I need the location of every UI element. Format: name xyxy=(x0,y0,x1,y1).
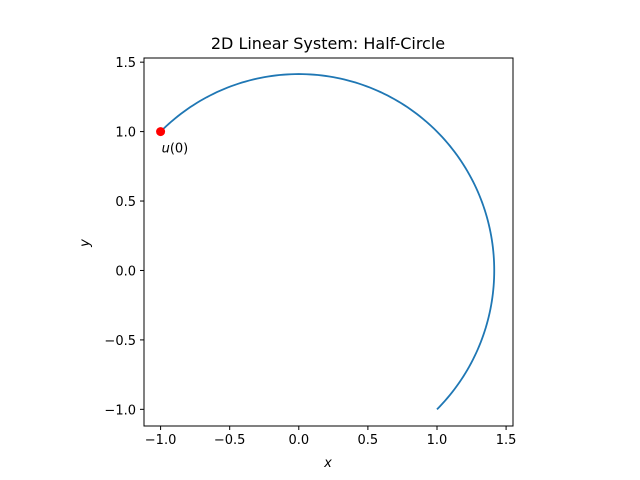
y-tick-label: 0.0 xyxy=(115,264,136,279)
y-axis-label: y xyxy=(78,239,93,248)
y-tick-label: −1.0 xyxy=(104,403,136,418)
plot-area xyxy=(156,73,496,410)
x-tick-label: −0.5 xyxy=(214,433,246,448)
x-tick-label: 1.0 xyxy=(427,433,448,448)
x-axis-ticks: −1.0 −0.5 0.0 0.5 1.0 1.5 xyxy=(145,426,517,448)
chart-title: 2D Linear System: Half-Circle xyxy=(211,34,445,53)
y-tick-label: 1.5 xyxy=(115,56,136,71)
x-tick-label: 0.0 xyxy=(288,433,309,448)
x-tick-label: −1.0 xyxy=(145,433,177,448)
x-tick-label: 1.5 xyxy=(496,433,517,448)
y-tick-label: 1.0 xyxy=(115,126,136,141)
initial-point-marker xyxy=(156,127,166,137)
y-axis-ticks: −1.0 −0.5 0.0 0.5 1.0 1.5 xyxy=(104,56,144,418)
y-tick-label: −0.5 xyxy=(104,334,136,349)
trajectory-line xyxy=(159,73,496,410)
initial-point-label-var: u xyxy=(162,142,170,157)
initial-point-label-arg: (0) xyxy=(170,142,188,157)
axes-frame xyxy=(143,57,514,427)
x-tick-label: 0.5 xyxy=(358,433,379,448)
initial-point-label: u(0) xyxy=(162,142,189,157)
x-axis-label: x xyxy=(323,456,332,471)
y-tick-label: 0.5 xyxy=(115,195,136,210)
